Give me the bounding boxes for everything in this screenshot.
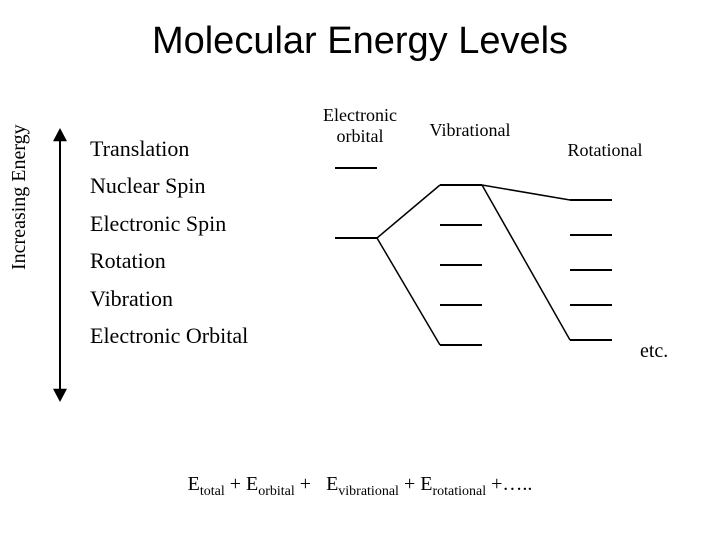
eq-e2: E: [246, 473, 258, 495]
energy-type-list: Translation Nuclear Spin Electronic Spin…: [90, 130, 248, 354]
eq-e: E: [188, 473, 200, 495]
energy-equation: Etotal + Eorbital + Evibrational + Erota…: [0, 473, 720, 500]
header-orbital-line1: Electronic: [323, 105, 397, 125]
energy-item-electronic-spin: Electronic Spin: [90, 205, 248, 242]
eq-plus-3: +: [404, 473, 420, 495]
energy-item-electronic-orbital: Electronic Orbital: [90, 317, 248, 354]
y-axis-label: Increasing Energy: [8, 124, 31, 270]
eq-e3: E: [326, 473, 338, 495]
eq-plus-2: +: [300, 473, 316, 495]
eq-sub-vibrational: vibrational: [338, 484, 399, 499]
energy-item-nuclear-spin: Nuclear Spin: [90, 167, 248, 204]
eq-sub-rotational: rotational: [432, 484, 486, 499]
column-header-electronic-orbital: Electronic orbital: [315, 105, 405, 147]
eq-plus-1: +: [230, 473, 246, 495]
energy-item-rotation: Rotation: [90, 242, 248, 279]
column-header-vibrational: Vibrational: [415, 120, 525, 141]
header-orbital-line2: orbital: [337, 126, 384, 146]
eq-sub-orbital: orbital: [258, 484, 295, 499]
energy-item-vibration: Vibration: [90, 280, 248, 317]
eq-e4: E: [420, 473, 432, 495]
etc-label: etc.: [640, 340, 668, 363]
column-header-rotational: Rotational: [555, 140, 655, 161]
eq-sub-total: total: [200, 484, 225, 499]
page-title: Molecular Energy Levels: [0, 20, 720, 63]
energy-item-translation: Translation: [90, 130, 248, 167]
eq-trailing: +…..: [491, 473, 532, 495]
